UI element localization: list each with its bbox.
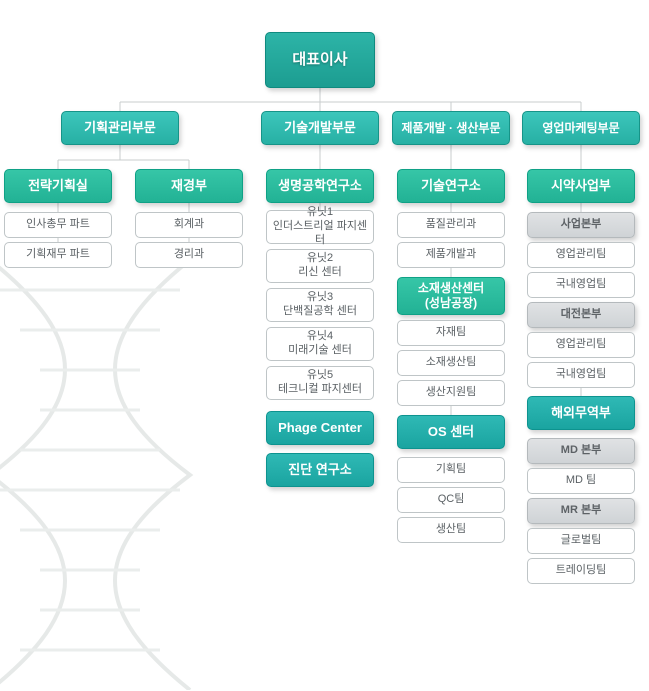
node-division-sales: 영업마케팅부문 — [522, 111, 640, 145]
node-sales-rx: 시약사업부 — [527, 169, 635, 203]
node-sales-rx-part-2: 국내영업팀 — [527, 272, 635, 298]
node-finance-part-1: 경리과 — [135, 242, 243, 268]
node-strategy-part-1: 기획재무 파트 — [4, 242, 112, 268]
node-prod-rnd-part-0: 품질관리과 — [397, 212, 505, 238]
node-ceo: 대표이사 — [265, 32, 375, 88]
node-sales-trade-part-1: MD 팀 — [527, 468, 635, 494]
org-chart: 대표이사 기획관리부문 기술개발부문 제품개발 · 생산부문 영업마케팅부문 전… — [0, 0, 649, 691]
node-tech-unit-1: 유닛2 리신 센터 — [266, 249, 374, 283]
node-sales-rx-part-0: 사업본부 — [527, 212, 635, 238]
node-sales-trade: 해외무역부 — [527, 396, 635, 430]
node-division-plan: 기획관리부문 — [61, 111, 179, 145]
node-prod-mfg-part-1: 소재생산팀 — [397, 350, 505, 376]
node-tech-unit-2: 유닛3 단백질공학 센터 — [266, 288, 374, 322]
node-prod-mfg-part-2: 생산지원팀 — [397, 380, 505, 406]
node-prod-os-part-0: 기획팀 — [397, 457, 505, 483]
node-sales-trade-part-2: MR 본부 — [527, 498, 635, 524]
node-sales-trade-part-3: 글로벌팀 — [527, 528, 635, 554]
node-prod-rnd-part-1: 제품개발과 — [397, 242, 505, 268]
node-prod-mfg-part-0: 자재팀 — [397, 320, 505, 346]
node-prod-os-part-1: QC팀 — [397, 487, 505, 513]
node-sales-rx-part-5: 국내영업팀 — [527, 362, 635, 388]
node-tech-unit-4: 유닛5 테크니컬 파지센터 — [266, 366, 374, 400]
node-division-tech: 기술개발부문 — [261, 111, 379, 145]
node-prod-mfg: 소재생산센터 (성남공장) — [397, 277, 505, 315]
node-finance-part-0: 회계과 — [135, 212, 243, 238]
node-prod-os: OS 센터 — [397, 415, 505, 449]
node-tech-unit-3: 유닛4 미래기술 센터 — [266, 327, 374, 361]
node-prod-os-part-2: 생산팀 — [397, 517, 505, 543]
node-sales-rx-part-3: 대전본부 — [527, 302, 635, 328]
node-sales-trade-part-4: 트레이딩팀 — [527, 558, 635, 584]
node-strategy-part-0: 인사총무 파트 — [4, 212, 112, 238]
node-finance: 재경부 — [135, 169, 243, 203]
node-division-prod: 제품개발 · 생산부문 — [392, 111, 510, 145]
node-bio-lab: 생명공학연구소 — [266, 169, 374, 203]
node-phage-center: Phage Center — [266, 411, 374, 445]
node-strategy: 전략기획실 — [4, 169, 112, 203]
node-diag-lab: 진단 연구소 — [266, 453, 374, 487]
node-prod-rnd: 기술연구소 — [397, 169, 505, 203]
node-tech-unit-0: 유닛1 인더스트리얼 파지센터 — [266, 210, 374, 244]
node-sales-trade-part-0: MD 본부 — [527, 438, 635, 464]
node-sales-rx-part-4: 영업관리팀 — [527, 332, 635, 358]
node-sales-rx-part-1: 영업관리팀 — [527, 242, 635, 268]
